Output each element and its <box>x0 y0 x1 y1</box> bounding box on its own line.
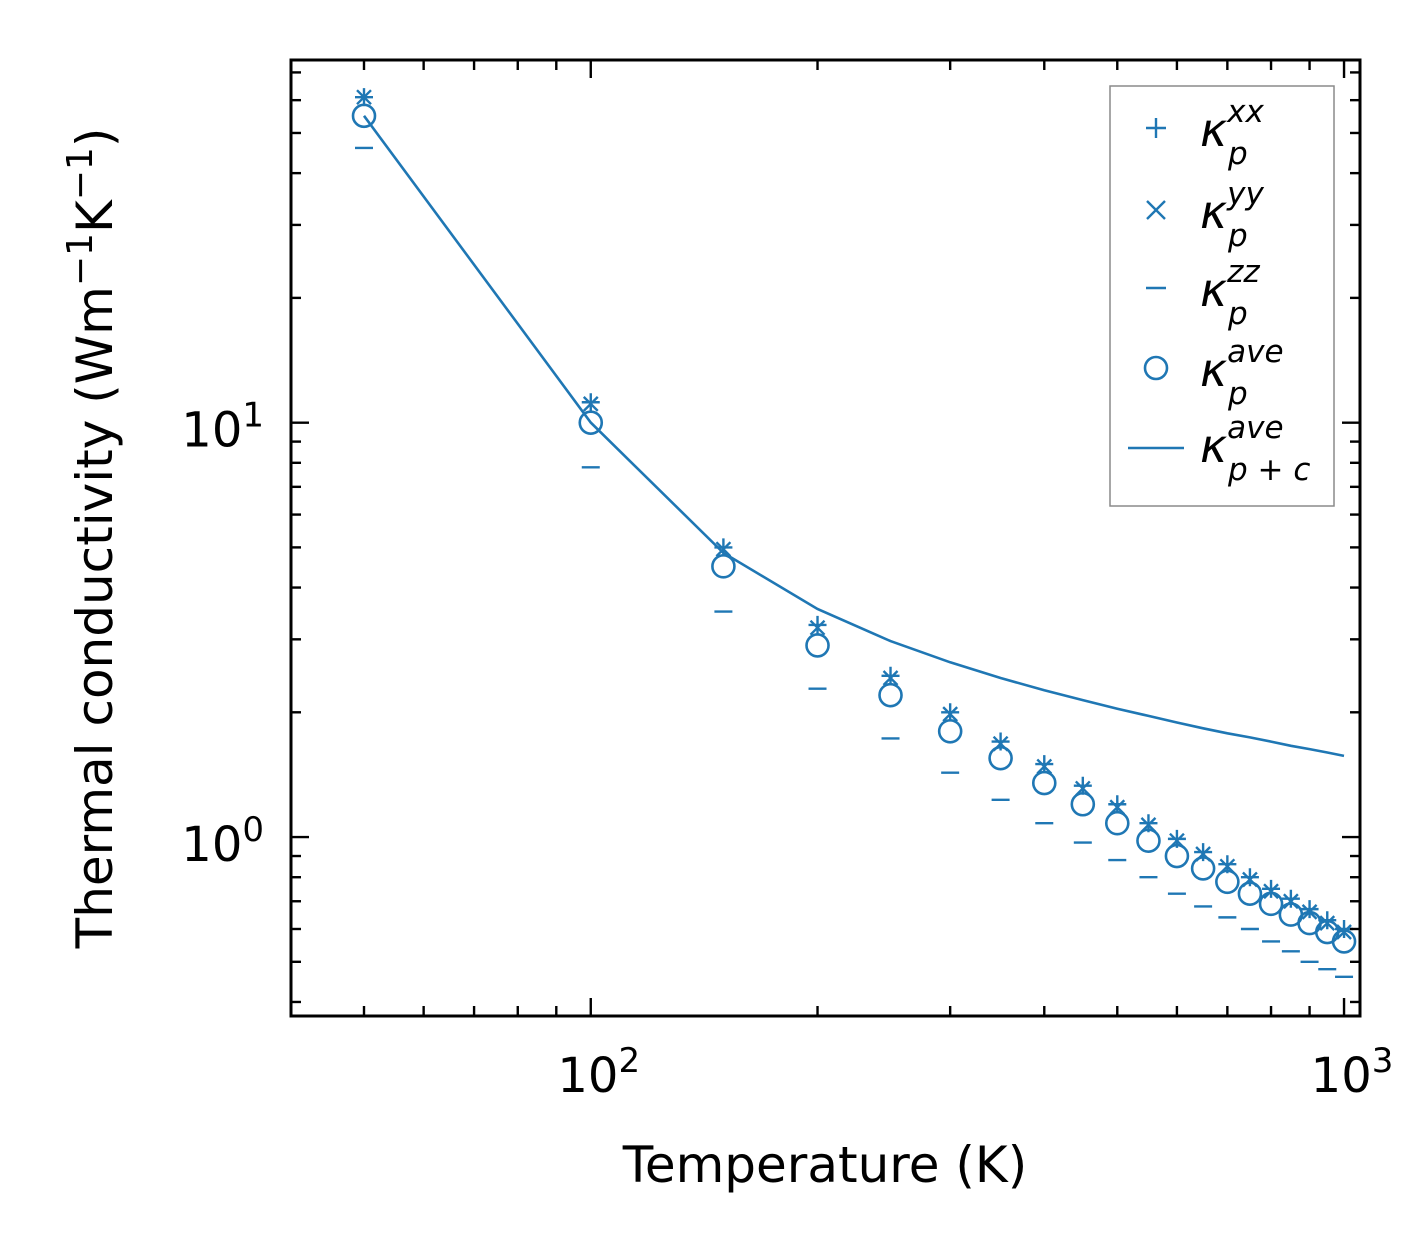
legend-label-zz: κzz p <box>1200 254 1260 332</box>
x-tick-label-100: 102 <box>557 1041 640 1104</box>
axes-ticks <box>289 60 1360 1016</box>
legend-label-yy: κyy p <box>1200 176 1264 254</box>
point-ave-1000 <box>1331 929 1357 954</box>
legend-circle-marker <box>1143 355 1169 381</box>
legend-label-ave: κave p <box>1200 334 1284 412</box>
point-xx-400 <box>1035 755 1054 774</box>
point-ave-700 <box>1215 869 1240 895</box>
line-ave_pc <box>362 115 1345 758</box>
point-xx-250 <box>881 666 900 685</box>
point-ave-350 <box>988 745 1013 771</box>
plot-frame <box>289 58 1362 1018</box>
point-ave-650 <box>1190 856 1216 881</box>
plot-marks <box>351 88 1357 979</box>
legend-label-ave-pc: κave p + c <box>1200 410 1310 488</box>
legend-entry-zz: κzz p <box>1146 254 1260 332</box>
point-ave-50 <box>351 103 377 129</box>
y-tick-label-1: 100 <box>181 810 264 873</box>
legend-entry-ave: κave p <box>1143 334 1284 412</box>
point-xx-200 <box>808 615 827 634</box>
point-ave-600 <box>1164 843 1190 869</box>
y-axis-label: Thermal conductivity (Wm−1K−1) <box>60 128 124 950</box>
point-ave-100 <box>578 410 604 435</box>
point-yy-950 <box>1319 915 1336 931</box>
point-yy-50 <box>356 89 372 106</box>
legend-label-xx: κxx p <box>1200 94 1264 172</box>
point-ave-800 <box>1258 891 1284 917</box>
point-yy-100 <box>582 396 599 412</box>
point-yy-200 <box>809 619 826 636</box>
point-yy-1000 <box>1336 924 1352 940</box>
point-ave-400 <box>1031 770 1057 796</box>
legend-x-marker <box>1146 200 1166 220</box>
point-ave-250 <box>878 682 903 708</box>
point-ave-550 <box>1136 828 1161 853</box>
point-xx-500 <box>1108 795 1127 814</box>
point-yy-400 <box>1036 758 1053 775</box>
point-yy-250 <box>882 670 899 686</box>
point-ave-500 <box>1104 810 1130 836</box>
x-axis-label: Temperature (K) <box>622 1136 1027 1194</box>
point-ave-300 <box>937 718 963 744</box>
x-tick-label-1000: 103 <box>1311 1041 1394 1104</box>
point-ave-750 <box>1237 881 1263 906</box>
point-xx-900 <box>1300 900 1319 919</box>
point-yy-150 <box>715 541 732 558</box>
point-ave-200 <box>805 633 830 658</box>
point-ave-150 <box>711 554 736 579</box>
legend-entry-yy: κyy p <box>1146 176 1264 254</box>
point-xx-300 <box>941 703 960 722</box>
point-yy-800 <box>1263 883 1279 900</box>
legend-box <box>1109 85 1335 507</box>
point-ave-450 <box>1070 791 1096 817</box>
legend-plus-marker <box>1146 118 1166 138</box>
legend-entry-ave-pc: κave p + c <box>1128 410 1310 488</box>
point-yy-300 <box>942 706 959 722</box>
point-xx-450 <box>1073 776 1092 795</box>
point-xx-800 <box>1262 879 1281 898</box>
legend-entry-xx: κxx p <box>1146 94 1264 172</box>
y-tick-label-10: 101 <box>181 396 264 459</box>
legend: κxx p κyy p κzz p κave p κave p + c <box>1109 85 1335 507</box>
